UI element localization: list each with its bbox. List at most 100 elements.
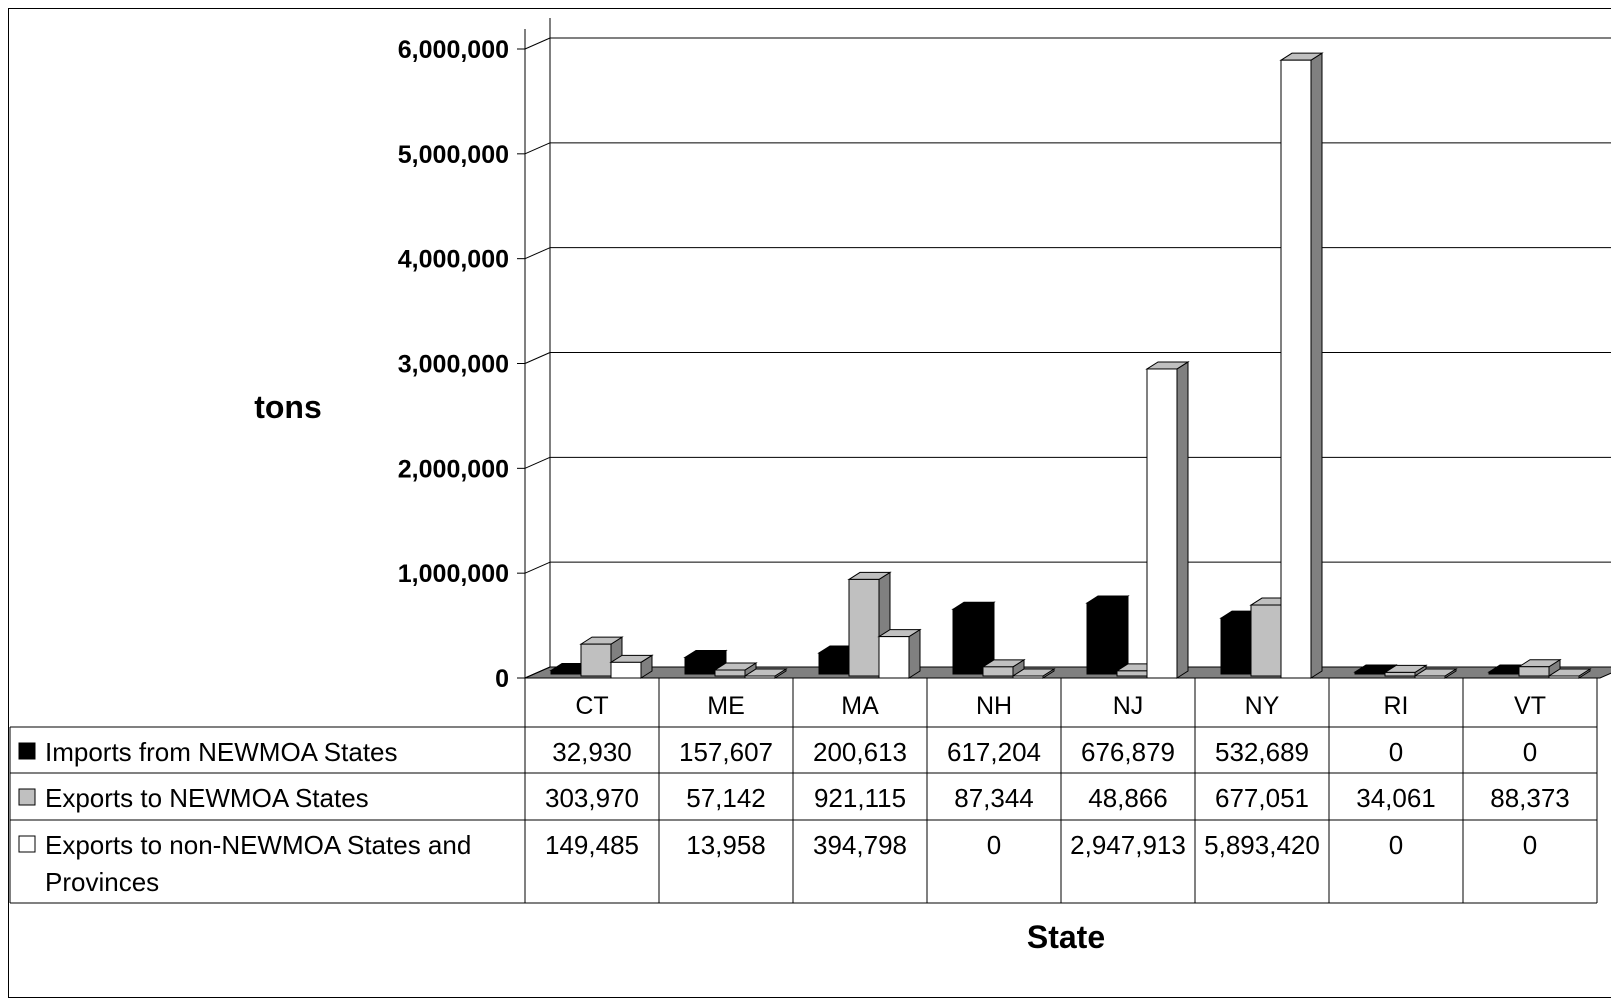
data-cell: 0	[1389, 830, 1403, 860]
bar-side	[1116, 595, 1129, 675]
y-tick-depth-line	[524, 37, 551, 50]
y-tick-depth-line	[524, 561, 551, 574]
bar-front	[818, 652, 850, 675]
y-tick-depth-line	[524, 666, 551, 679]
data-table: CT ME MA NH NJ NY RI VT Imports from NEWMOA Stat…	[9, 678, 1598, 904]
value-axis: 0 1,000,000 2,000,000 3,000,000 4,000,000 5,0…	[398, 29, 551, 693]
data-cell: 157,607	[679, 737, 773, 767]
bar-vt-series-2	[1517, 658, 1562, 677]
bars	[549, 52, 1592, 679]
data-cell: 676,879	[1081, 737, 1175, 767]
bar-front	[1548, 675, 1580, 679]
category-label: RI	[1384, 692, 1409, 720]
legend-label: Imports from NEWMOA States	[45, 737, 398, 767]
bar-nh-series-1	[951, 601, 996, 675]
bar-front	[1012, 675, 1044, 679]
y-tick-label: 6,000,000	[398, 36, 509, 64]
data-cell: 0	[1523, 737, 1537, 767]
bar-ny-series-3	[1279, 52, 1324, 679]
legend-swatch	[18, 835, 36, 853]
bar-front	[1220, 617, 1252, 675]
category-label: ME	[707, 692, 745, 720]
bar-front	[1518, 666, 1550, 677]
data-cell: 677,051	[1215, 783, 1309, 813]
bar-front	[952, 608, 984, 675]
legend-label-line: Exports to non-NEWMOA States and	[45, 830, 471, 860]
data-cell: 34,061	[1356, 783, 1436, 813]
bar-front	[848, 578, 880, 677]
bar-front	[982, 666, 1014, 677]
bar-nh-series-3	[1011, 668, 1056, 679]
bar-front	[878, 636, 910, 679]
bar-side	[1176, 361, 1189, 679]
bar-ri-series-3	[1413, 668, 1458, 679]
data-cell: 303,970	[545, 783, 639, 813]
bar-ma-series-3	[877, 628, 922, 679]
bar-front	[610, 661, 642, 679]
bar-front	[1354, 671, 1386, 675]
bar-nh-series-2	[981, 658, 1026, 677]
y-tick-label: 0	[495, 665, 509, 693]
data-cell: 88,373	[1490, 783, 1570, 813]
bar-front	[1488, 671, 1520, 675]
legend-label-line: Imports from NEWMOA States	[45, 737, 398, 767]
bar-side	[1310, 52, 1323, 679]
bar-front	[684, 656, 716, 675]
bar-nj-series-3	[1145, 361, 1190, 679]
data-cell: 57,142	[686, 783, 766, 813]
data-cell: 32,930	[552, 737, 632, 767]
legend-swatch	[18, 788, 36, 806]
plot-back-wall	[549, 18, 1611, 667]
bar-ri-series-2	[1383, 664, 1428, 677]
legend-label: Exports to non-NEWMOA States and Province…	[45, 830, 471, 897]
bar-ct-series-3	[609, 654, 654, 679]
bar-front	[580, 643, 612, 677]
bar-me-series-3	[743, 668, 788, 679]
y-tick-label: 3,000,000	[398, 351, 509, 379]
category-label: NJ	[1113, 692, 1144, 720]
data-cell: 617,204	[947, 737, 1041, 767]
bar-front	[1250, 604, 1282, 677]
y-tick-depth-line	[524, 142, 551, 155]
legend-label: Exports to NEWMOA States	[45, 783, 369, 813]
category-label: NY	[1245, 692, 1280, 720]
bar-front	[1146, 368, 1178, 679]
y-tick-depth-line	[524, 352, 551, 364]
category-label: VT	[1514, 692, 1546, 720]
data-cell: 48,866	[1088, 783, 1168, 813]
bar-front	[1414, 675, 1446, 679]
bar-front	[1384, 671, 1416, 677]
data-cell: 149,485	[545, 830, 639, 860]
category-label: NH	[976, 692, 1012, 720]
legend-label-line: Exports to NEWMOA States	[45, 783, 369, 813]
bar-front	[550, 670, 582, 675]
y-tick-label: 1,000,000	[398, 560, 509, 588]
data-cell: 2,947,913	[1070, 830, 1186, 860]
data-cell: 5,893,420	[1204, 830, 1320, 860]
data-cell: 394,798	[813, 830, 907, 860]
y-tick-label: 2,000,000	[398, 455, 509, 483]
bar-front	[1086, 602, 1118, 675]
y-tick-depth-line	[524, 456, 551, 469]
data-cell: 87,344	[954, 783, 1034, 813]
data-cell: 921,115	[814, 783, 906, 813]
y-tick-label: 5,000,000	[398, 141, 509, 169]
data-cell: 0	[987, 830, 1001, 860]
bar-vt-series-3	[1547, 668, 1592, 679]
bar-front	[714, 669, 746, 677]
bar-nj-series-1	[1085, 595, 1130, 675]
bar-front	[1280, 59, 1312, 679]
bar-front	[1116, 670, 1148, 677]
y-tick-depth-line	[524, 247, 551, 260]
legend-swatch	[18, 742, 36, 760]
data-cell: 13,958	[686, 830, 766, 860]
bar-front	[744, 675, 776, 679]
bar-side	[908, 628, 921, 679]
data-cell: 0	[1389, 737, 1403, 767]
y-tick-label: 4,000,000	[398, 246, 509, 274]
category-label: MA	[841, 692, 879, 720]
data-cell: 532,689	[1215, 737, 1309, 767]
x-axis-label: State	[1027, 919, 1105, 955]
y-axis-label: tons	[254, 389, 322, 425]
